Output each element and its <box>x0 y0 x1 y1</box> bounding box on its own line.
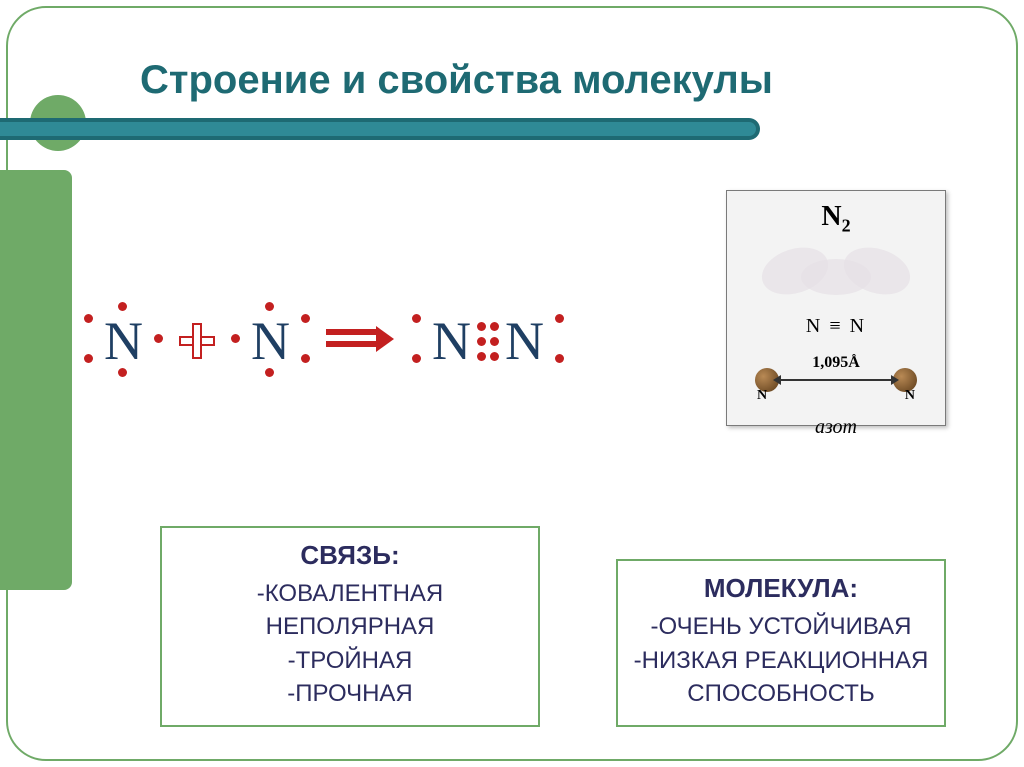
bond-length-diagram: 1,095Å N N <box>751 356 921 406</box>
molecule-name: азот <box>727 416 945 439</box>
bond-line: -КОВАЛЕНТНАЯ НЕПОЛЯРНАЯ <box>170 577 530 644</box>
bond-line: -ПРОЧНАЯ <box>170 677 530 711</box>
bond-length-value: 1,095Å <box>751 354 921 372</box>
n-symbol: N <box>432 311 471 371</box>
atom-label-right: N <box>905 388 915 404</box>
n-atom-right: N <box>225 310 316 372</box>
bond-box-header: СВЯЗЬ: <box>170 540 530 571</box>
molecule-line: -НИЗКАЯ РЕАКЦИОННАЯ СПОСОБНОСТЬ <box>626 644 936 711</box>
orbital-diagram <box>761 249 911 309</box>
n2-product: N N <box>406 310 570 372</box>
formula-sub: 2 <box>842 216 851 236</box>
side-accent-bar <box>0 170 72 590</box>
reaction-arrow-icon <box>326 329 396 353</box>
triple-bond-dots <box>475 322 501 361</box>
bond-properties-box: СВЯЗЬ: -КОВАЛЕНТНАЯ НЕПОЛЯРНАЯ -ТРОЙНАЯ … <box>160 526 540 727</box>
plus-icon <box>179 323 215 359</box>
bond-line: -ТРОЙНАЯ <box>170 644 530 678</box>
triple-bond-notation: N ≡ N <box>727 315 945 338</box>
n-symbol: N <box>104 311 143 371</box>
n-symbol: N <box>505 311 544 371</box>
n-atom-left: N <box>78 310 169 372</box>
molecule-box-header: МОЛЕКУЛА: <box>626 573 936 604</box>
lewis-equation: N N N N <box>78 310 570 372</box>
molecule-line: -ОЧЕНЬ УСТОЙЧИВАЯ <box>626 610 936 644</box>
atom-label-left: N <box>757 388 767 404</box>
molecule-properties-box: МОЛЕКУЛА: -ОЧЕНЬ УСТОЙЧИВАЯ -НИЗКАЯ РЕАК… <box>616 559 946 727</box>
slide-title: Строение и свойства молекулы <box>140 58 773 103</box>
title-underline <box>0 118 760 140</box>
n-symbol: N <box>251 311 290 371</box>
molecule-panel: N2 N ≡ N 1,095Å N N азот <box>726 190 946 426</box>
formula-n2: N2 <box>727 201 945 237</box>
formula-base: N <box>821 201 841 232</box>
